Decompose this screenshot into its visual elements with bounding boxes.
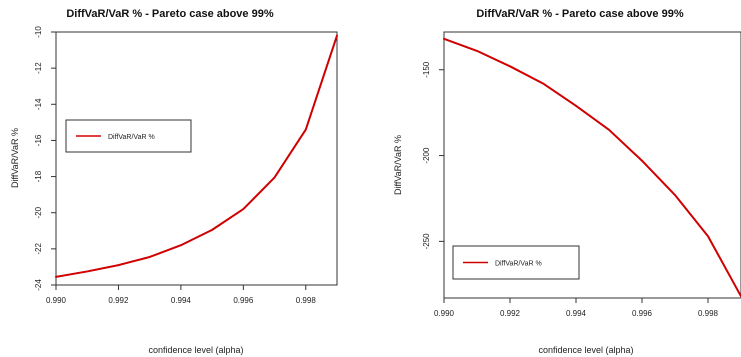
x-tick-label: 0.990: [434, 309, 455, 318]
legend-label: DiffVaR/VaR %: [108, 134, 155, 141]
y-tick-label: -150: [422, 61, 431, 78]
x-axis-label: confidence level (alpha): [148, 345, 243, 355]
x-tick-label: 0.996: [632, 309, 653, 318]
plot-frame: [55, 31, 338, 286]
x-axis-label: confidence level (alpha): [538, 345, 633, 355]
y-tick-label: -200: [422, 147, 431, 164]
chart-title: DiffVaR/VaR % - Pareto case above 99%: [66, 8, 273, 20]
y-axis-label: DiffVaR/VaR %: [10, 128, 20, 188]
y-tick-label: -12: [34, 62, 43, 74]
x-tick-label: 0.998: [296, 296, 317, 305]
legend-label: DiffVaR/VaR %: [495, 261, 542, 268]
x-tick-label: 0.998: [698, 309, 719, 318]
y-tick-label: -18: [34, 170, 43, 182]
x-tick-label: 0.996: [233, 296, 254, 305]
y-tick-label: -22: [34, 243, 43, 255]
y-tick-label: -250: [422, 233, 431, 250]
y-tick-label: -16: [34, 134, 43, 146]
chart-2: DiffVaR/VaR % - Pareto case above 99% 0.9…: [393, 8, 741, 355]
x-tick-label: 0.994: [566, 309, 587, 318]
y-tick-label: -14: [34, 98, 43, 110]
plot-frame: [443, 31, 741, 299]
x-tick-label: 0.994: [171, 296, 192, 305]
chart-title: DiffVaR/VaR % - Pareto case above 99%: [476, 8, 683, 20]
y-tick-label: -24: [34, 279, 43, 291]
x-tick-label: 0.992: [500, 309, 521, 318]
x-tick-label: 0.992: [108, 296, 129, 305]
series-line: [55, 34, 338, 278]
x-tick-label: 0.990: [46, 296, 67, 305]
y-axis-label: DiffVaR/VaR %: [393, 135, 403, 195]
y-tick-label: -20: [34, 206, 43, 218]
y-tick-label: -10: [34, 26, 43, 38]
chart-1: DiffVaR/VaR % - Pareto case above 99% 0.9…: [10, 8, 338, 355]
series-line: [443, 37, 741, 298]
